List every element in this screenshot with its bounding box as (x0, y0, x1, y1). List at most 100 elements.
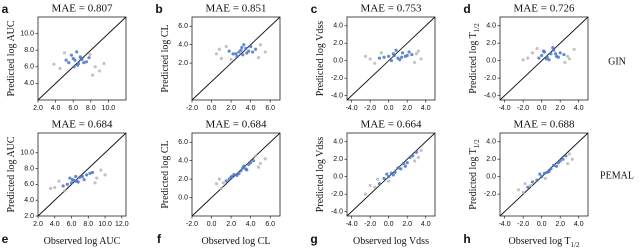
panel-title: MAE = 0.664 (361, 119, 422, 131)
point (74, 174, 78, 179)
point (547, 58, 551, 62)
point (416, 49, 420, 53)
point (556, 161, 560, 165)
x-label-main: Observed log Vdss (353, 236, 429, 247)
point (57, 179, 61, 183)
y-label: Predicted log T1/2 (468, 139, 480, 210)
y-tick-label: 2.0 (486, 40, 496, 47)
x-label-main: Observed log AUC (44, 236, 121, 247)
point (76, 61, 81, 66)
y-tick-label: 4.0 (333, 23, 343, 30)
point (221, 181, 225, 185)
y-tick-label: 10.0 (20, 30, 34, 37)
x-tick-label: 0.0 (384, 221, 394, 228)
y-tick-label: 4.0 (24, 197, 34, 204)
y-tick-label: 4.0 (24, 80, 34, 87)
point (64, 58, 68, 62)
x-tick-label: 4.0 (246, 221, 256, 228)
plot-frame (37, 16, 127, 101)
point (400, 55, 404, 59)
point (73, 58, 77, 62)
point (256, 165, 261, 169)
x-tick-label: 2.0 (402, 221, 412, 228)
y-label-main: Predicted log Vdss (315, 137, 326, 212)
point (521, 58, 525, 62)
point (413, 60, 417, 65)
y-tick-label: -4.0 (331, 92, 343, 99)
point (387, 54, 391, 58)
y-tick-label: 6.0 (24, 64, 34, 71)
point (387, 175, 391, 179)
y-tick-label: 4.0 (486, 139, 496, 146)
y-tick-label: 0.0 (486, 58, 496, 65)
y-label-main: Predicted log CL (160, 140, 171, 208)
point (88, 52, 92, 56)
x-tick-label: 0.0 (537, 105, 547, 112)
point (401, 161, 406, 166)
row-label: GIN (608, 56, 626, 67)
point (382, 55, 386, 59)
plot-frame (191, 16, 281, 101)
x-tick-label: 0.0 (537, 221, 547, 228)
identity-line (191, 16, 281, 101)
point (407, 50, 411, 54)
x-tick-label: 4.0 (421, 105, 431, 112)
point (263, 50, 267, 54)
point (214, 182, 219, 186)
x-tick-label: 6.0 (265, 221, 275, 228)
x-tick-label: -4.0 (346, 221, 358, 228)
y-tick-label: -2.0 (331, 191, 343, 198)
point (516, 188, 521, 192)
point (561, 157, 565, 161)
point (70, 178, 74, 182)
x-label: Observed log T1/2 (509, 236, 580, 248)
y-tick-label: -2.0 (484, 75, 496, 82)
y-tick-label: 4.0 (486, 23, 496, 30)
point (242, 43, 246, 47)
point (256, 55, 261, 60)
identity-line (346, 16, 436, 101)
point (540, 175, 544, 179)
y-tick-label: -4.0 (331, 208, 343, 215)
plot-frame (346, 16, 436, 101)
identity-line (37, 132, 127, 217)
point (90, 73, 95, 77)
panel-title: MAE = 0.688 (514, 119, 575, 131)
point (567, 57, 572, 61)
point (224, 44, 228, 49)
point (69, 181, 74, 185)
point (249, 44, 253, 49)
point (102, 61, 106, 66)
x-label-main: Observed log CL (202, 236, 271, 247)
x-tick-label: 8.0 (83, 221, 93, 228)
point (88, 171, 92, 175)
point (237, 171, 241, 176)
point (411, 154, 415, 158)
x-tick-label: 2.0 (555, 105, 565, 112)
point (403, 164, 407, 168)
y-tick-label: 2.0 (486, 156, 496, 163)
plot-frame (37, 132, 127, 217)
y-label: Predicted log AUC (6, 20, 17, 96)
point (72, 65, 76, 69)
point (414, 52, 419, 56)
y-tick-label: 2.0 (178, 176, 188, 183)
point (245, 51, 249, 55)
point (394, 48, 398, 52)
point (75, 50, 79, 54)
x-tick-label: 12.0 (115, 221, 129, 228)
y-label: Predicted log CL (160, 24, 171, 92)
point (368, 183, 372, 188)
point (95, 176, 99, 180)
panel-letter: h (463, 232, 470, 246)
y-label-main: Predicted log AUC (6, 20, 17, 96)
point (79, 56, 83, 61)
x-tick-label: 6.0 (68, 105, 78, 112)
x-label-sub: 1/2 (571, 241, 580, 249)
panel-title: MAE = 0.726 (514, 3, 575, 15)
y-label-sub: 1/2 (473, 23, 481, 32)
panel-letter: g (310, 232, 317, 246)
x-label-main: Observed log T (509, 236, 571, 247)
point (368, 57, 372, 61)
point (537, 56, 541, 60)
